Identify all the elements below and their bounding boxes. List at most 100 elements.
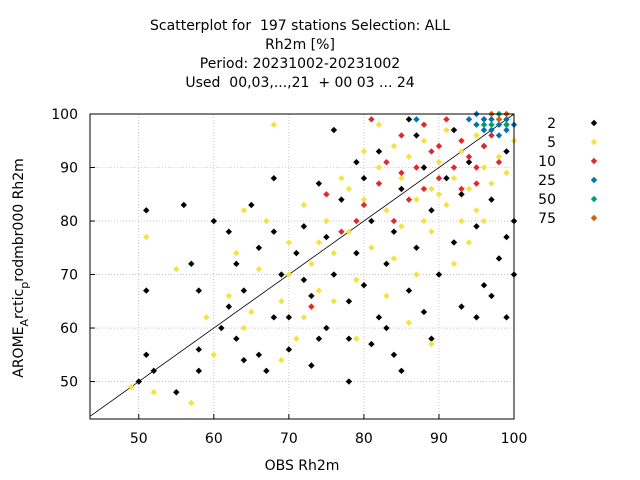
data-point xyxy=(390,351,398,358)
data-point xyxy=(390,217,398,225)
data-point xyxy=(473,207,480,214)
data-point xyxy=(270,175,278,182)
data-point xyxy=(323,233,330,241)
data-point xyxy=(420,137,428,144)
data-point xyxy=(345,378,353,385)
data-point xyxy=(233,335,240,342)
y-label-part-2: rctic xyxy=(11,289,27,319)
data-point xyxy=(428,185,435,193)
data-point xyxy=(270,228,278,235)
data-point xyxy=(135,378,142,385)
data-point xyxy=(218,324,225,332)
data-point xyxy=(233,260,240,268)
data-point xyxy=(315,239,323,246)
data-point xyxy=(368,340,375,348)
y-tick-label: 80 xyxy=(60,214,78,230)
data-point xyxy=(495,132,503,139)
data-point xyxy=(473,314,480,321)
data-point xyxy=(488,121,495,128)
data-point xyxy=(480,116,488,123)
data-point xyxy=(405,319,413,326)
data-point xyxy=(465,153,473,161)
legend-label: 25 xyxy=(538,173,556,189)
x-axis-ticks: 50 60 70 80 90 100 xyxy=(130,414,527,447)
data-point xyxy=(398,175,405,182)
legend-label: 2 xyxy=(547,116,556,132)
data-point xyxy=(240,324,248,332)
data-point xyxy=(375,180,383,187)
data-point xyxy=(405,116,413,123)
data-point xyxy=(353,335,360,342)
data-point xyxy=(480,282,488,289)
data-point xyxy=(353,276,360,284)
data-point xyxy=(413,271,420,278)
diagonal-reference-line xyxy=(89,113,515,417)
data-point xyxy=(263,217,270,225)
data-point xyxy=(375,164,383,171)
data-point xyxy=(420,121,428,128)
data-point xyxy=(360,282,368,289)
data-point xyxy=(465,239,473,246)
data-point xyxy=(173,265,180,273)
data-point xyxy=(458,148,465,155)
data-point xyxy=(150,389,157,396)
data-point xyxy=(225,303,233,310)
data-point xyxy=(435,175,443,182)
data-point xyxy=(255,265,263,273)
data-point xyxy=(300,201,308,209)
data-point xyxy=(465,158,473,166)
data-point xyxy=(435,191,443,198)
data-point xyxy=(488,126,495,134)
data-point xyxy=(480,121,488,128)
data-point xyxy=(173,389,180,396)
data-point xyxy=(360,196,368,203)
data-point xyxy=(443,201,450,209)
data-point xyxy=(473,164,480,171)
data-point xyxy=(383,207,390,214)
data-point xyxy=(428,207,435,214)
data-point xyxy=(240,356,248,364)
data-point xyxy=(458,217,465,225)
data-point xyxy=(345,185,353,193)
data-point xyxy=(278,298,285,305)
data-point xyxy=(300,314,308,321)
data-point xyxy=(353,217,360,225)
data-point xyxy=(353,158,360,166)
data-point xyxy=(225,228,233,235)
legend-marker xyxy=(590,195,598,203)
data-point xyxy=(210,351,218,358)
data-point xyxy=(495,121,503,128)
data-point xyxy=(450,126,458,134)
data-point xyxy=(360,148,368,155)
data-point xyxy=(375,121,383,128)
data-point xyxy=(248,308,255,316)
data-point xyxy=(503,169,510,177)
data-point xyxy=(503,233,510,241)
data-point xyxy=(413,244,420,251)
data-point xyxy=(338,196,345,203)
y-tick-label: 70 xyxy=(60,268,78,284)
chart-title: Scatterplot for 197 stations Selection: … xyxy=(0,17,600,93)
data-point xyxy=(225,292,233,300)
x-tick-label: 50 xyxy=(130,431,148,447)
data-point xyxy=(420,308,428,316)
data-point xyxy=(503,121,510,128)
data-point xyxy=(428,228,435,235)
data-point xyxy=(143,287,150,294)
title-line-3: Period: 20231002-20231002 xyxy=(199,56,401,72)
data-point xyxy=(368,217,375,225)
data-point xyxy=(495,255,503,262)
data-point xyxy=(458,185,465,193)
legend-label: 5 xyxy=(547,135,556,151)
data-point xyxy=(285,271,293,278)
data-point xyxy=(330,126,338,134)
data-point xyxy=(323,324,330,332)
data-point xyxy=(300,223,308,230)
data-point xyxy=(420,164,428,171)
data-point xyxy=(413,116,420,123)
legend-marker xyxy=(590,119,598,127)
y-tick-label: 100 xyxy=(51,107,78,123)
data-point xyxy=(405,287,413,294)
data-point xyxy=(143,207,150,214)
